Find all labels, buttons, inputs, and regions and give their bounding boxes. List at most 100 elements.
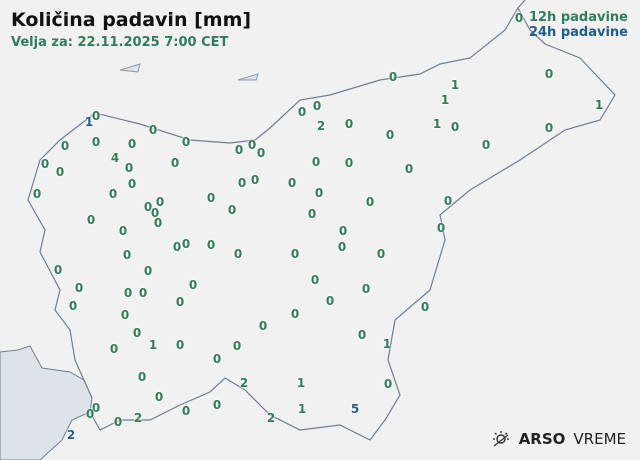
station-value-12h: 0 — [234, 143, 244, 157]
station-value-12h: 2 — [316, 119, 326, 133]
station-value-12h: 0 — [91, 135, 101, 149]
logo-product: VREME — [573, 430, 626, 448]
legend: 12h padavine 24h padavine — [529, 10, 628, 40]
station-value-12h: 0 — [137, 370, 147, 384]
station-value-12h: 1 — [382, 337, 392, 351]
station-value-12h: 0 — [120, 308, 130, 322]
station-value-12h: 0 — [290, 247, 300, 261]
station-value-12h: 0 — [233, 247, 243, 261]
station-value-12h: 0 — [113, 415, 123, 429]
station-value-12h: 0 — [361, 282, 371, 296]
station-value-24h: 5 — [350, 402, 360, 416]
station-value-12h: 0 — [247, 138, 257, 152]
station-value-12h: 0 — [344, 117, 354, 131]
station-value-12h: 0 — [365, 195, 375, 209]
station-value-12h: 0 — [212, 352, 222, 366]
station-value-12h: 0 — [481, 138, 491, 152]
station-value-12h: 0 — [124, 161, 134, 175]
station-value-12h: 1 — [148, 338, 158, 352]
station-value-12h: 0 — [143, 200, 153, 214]
station-value-12h: 0 — [86, 213, 96, 227]
station-value-12h: 0 — [148, 123, 158, 137]
station-value-12h: 0 — [310, 273, 320, 287]
station-value-12h: 0 — [123, 286, 133, 300]
station-value-12h: 0 — [118, 224, 128, 238]
station-value-12h: 0 — [172, 240, 182, 254]
station-value-12h: 0 — [344, 156, 354, 170]
sun-cloud-icon — [492, 431, 509, 447]
station-value-12h: 0 — [85, 407, 95, 421]
station-value-12h: 0 — [181, 135, 191, 149]
station-value-12h: 0 — [314, 186, 324, 200]
station-value-12h: 0 — [385, 128, 395, 142]
station-value-12h: 0 — [32, 187, 42, 201]
station-value-12h: 0 — [74, 281, 84, 295]
station-value-12h: 0 — [256, 146, 266, 160]
station-value-12h: 0 — [514, 11, 524, 25]
station-value-12h: 4 — [110, 151, 120, 165]
station-value-12h: 0 — [544, 67, 554, 81]
station-value-12h: 0 — [232, 339, 242, 353]
station-value-12h: 0 — [237, 176, 247, 190]
station-value-12h: 0 — [312, 99, 322, 113]
station-value-12h: 0 — [450, 120, 460, 134]
station-value-12h: 0 — [212, 398, 222, 412]
station-value-12h: 0 — [181, 237, 191, 251]
station-value-12h: 0 — [357, 328, 367, 342]
station-value-12h: 0 — [153, 216, 163, 230]
station-value-12h: 0 — [138, 286, 148, 300]
station-value-12h: 0 — [325, 294, 335, 308]
station-value-12h: 0 — [443, 194, 453, 208]
station-value-12h: 1 — [296, 376, 306, 390]
legend-24h: 24h padavine — [528, 25, 628, 40]
station-value-12h: 0 — [311, 155, 321, 169]
station-value-12h: 0 — [143, 264, 153, 278]
station-value-12h: 0 — [250, 173, 260, 187]
station-value-12h: 0 — [55, 165, 65, 179]
country-border — [27, 0, 616, 441]
station-value-24h: 2 — [66, 428, 76, 442]
station-value-12h: 0 — [60, 139, 70, 153]
station-value-12h: 0 — [307, 207, 317, 221]
logo-brand: ARSO — [518, 430, 566, 448]
station-value-12h: 1 — [432, 117, 442, 131]
station-value-12h: 0 — [40, 157, 50, 171]
station-value-12h: 0 — [175, 295, 185, 309]
station-value-12h: 0 — [436, 221, 446, 235]
station-value-12h: 0 — [337, 240, 347, 254]
station-value-12h: 2 — [239, 376, 249, 390]
station-value-12h: 0 — [170, 156, 180, 170]
station-value-12h: 2 — [266, 411, 276, 425]
station-value-12h: 0 — [188, 278, 198, 292]
station-value-12h: 0 — [91, 401, 101, 415]
map-title: Količina padavin [mm] — [11, 9, 252, 31]
station-value-12h: 0 — [150, 206, 160, 220]
station-value-24h: 1 — [84, 115, 94, 129]
station-value-12h: 0 — [127, 137, 137, 151]
arso-logo: ARSO VREME — [491, 430, 626, 448]
legend-12h: 12h padavine — [528, 10, 628, 25]
station-value-12h: 2 — [133, 411, 143, 425]
station-value-12h: 0 — [258, 319, 268, 333]
station-value-12h: 0 — [404, 162, 414, 176]
station-value-12h: 0 — [383, 377, 393, 391]
station-value-12h: 0 — [181, 404, 191, 418]
station-value-12h: 1 — [594, 98, 604, 112]
station-value-12h: 0 — [227, 203, 237, 217]
station-value-12h: 0 — [132, 326, 142, 340]
station-value-12h: 0 — [338, 224, 348, 238]
station-value-12h: 0 — [122, 248, 132, 262]
station-value-12h: 0 — [290, 307, 300, 321]
station-value-12h: 0 — [154, 390, 164, 404]
station-value-12h: 0 — [53, 263, 63, 277]
station-value-12h: 0 — [109, 342, 119, 356]
station-value-12h: 0 — [91, 109, 101, 123]
valid-time: Velja za: 22.11.2025 7:00 CET — [11, 35, 229, 50]
station-value-12h: 1 — [440, 93, 450, 107]
station-value-12h: 0 — [544, 121, 554, 135]
station-value-12h: 0 — [287, 176, 297, 190]
station-value-12h: 0 — [206, 238, 216, 252]
station-value-12h: 1 — [297, 402, 307, 416]
